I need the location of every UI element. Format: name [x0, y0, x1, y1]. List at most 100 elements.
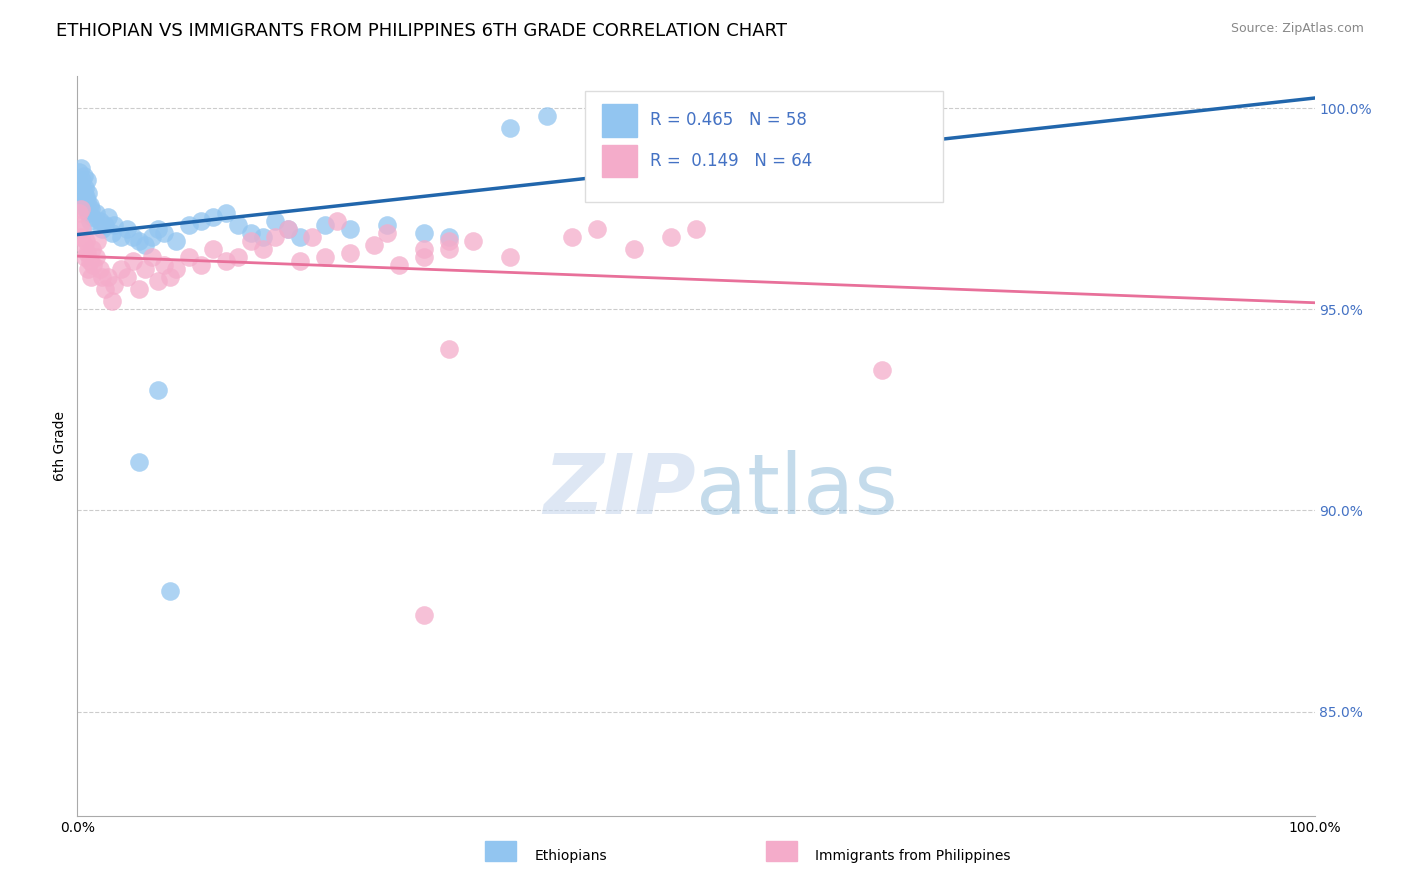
Point [437, 229, 460, 244]
Point [72, 237, 94, 252]
Point [82, 242, 104, 256]
Point [122, 229, 145, 244]
Point [84, 205, 107, 219]
FancyBboxPatch shape [585, 91, 943, 202]
Point [277, 221, 299, 235]
Point [412, 250, 434, 264]
Point [77, 205, 100, 219]
Point [72, 186, 94, 200]
Point [314, 218, 336, 232]
Point [202, 242, 225, 256]
Point [69, 178, 91, 192]
Point [659, 229, 682, 244]
Point [103, 278, 125, 293]
Point [363, 237, 385, 252]
Point [326, 213, 349, 227]
Point [128, 282, 150, 296]
Point [239, 234, 262, 248]
Point [69, 218, 91, 232]
Point [134, 237, 156, 252]
Point [91, 270, 114, 285]
Point [239, 226, 262, 240]
Point [76, 173, 98, 187]
Point [89, 262, 111, 277]
Point [134, 262, 156, 277]
Point [412, 242, 434, 256]
Point [93, 282, 115, 296]
Point [75, 189, 97, 203]
Point [215, 205, 238, 219]
Point [97, 270, 120, 285]
Point [388, 258, 411, 272]
Point [165, 234, 187, 248]
Point [536, 109, 558, 123]
Point [685, 221, 707, 235]
Point [128, 234, 150, 248]
Point [101, 294, 124, 309]
Point [288, 229, 311, 244]
Point [80, 270, 103, 285]
Point [72, 194, 94, 208]
Point [412, 226, 434, 240]
Point [252, 242, 274, 256]
Text: R = 0.465   N = 58: R = 0.465 N = 58 [650, 112, 807, 129]
Point [153, 226, 176, 240]
Point [80, 202, 103, 216]
Point [437, 234, 460, 248]
FancyBboxPatch shape [602, 145, 637, 178]
Point [375, 226, 398, 240]
Point [77, 262, 100, 277]
Point [226, 250, 249, 264]
Point [870, 362, 893, 376]
Point [226, 218, 249, 232]
Point [561, 229, 583, 244]
Point [177, 250, 200, 264]
Point [412, 607, 434, 622]
Point [70, 186, 93, 200]
Point [79, 213, 101, 227]
Point [101, 226, 124, 240]
Point [252, 229, 274, 244]
Point [190, 258, 212, 272]
Point [141, 250, 163, 264]
Text: Source: ZipAtlas.com: Source: ZipAtlas.com [1230, 22, 1364, 36]
Point [76, 194, 98, 208]
Point [72, 173, 94, 187]
Point [159, 583, 181, 598]
Point [115, 221, 138, 235]
Point [375, 218, 398, 232]
Point [264, 229, 287, 244]
Point [97, 210, 120, 224]
Text: Immigrants from Philippines: Immigrants from Philippines [815, 849, 1011, 863]
Point [177, 218, 200, 232]
Point [159, 270, 181, 285]
Point [586, 221, 609, 235]
Point [623, 242, 645, 256]
Point [77, 186, 100, 200]
Point [70, 161, 93, 176]
Text: atlas: atlas [696, 450, 897, 531]
Text: ETHIOPIAN VS IMMIGRANTS FROM PHILIPPINES 6TH GRADE CORRELATION CHART: ETHIOPIAN VS IMMIGRANTS FROM PHILIPPINES… [56, 22, 787, 40]
Point [82, 210, 104, 224]
Point [586, 101, 609, 115]
Point [463, 234, 485, 248]
Point [86, 234, 108, 248]
Point [103, 218, 125, 232]
Point [72, 169, 94, 184]
Point [72, 221, 94, 235]
Point [141, 229, 163, 244]
Point [73, 250, 96, 264]
Point [264, 213, 287, 227]
Point [76, 245, 98, 260]
Point [190, 213, 212, 227]
Point [79, 254, 101, 268]
Point [128, 455, 150, 469]
Point [339, 221, 361, 235]
Y-axis label: 6th Grade: 6th Grade [53, 411, 67, 481]
Point [115, 270, 138, 285]
Point [84, 250, 107, 264]
Point [70, 229, 93, 244]
Point [110, 229, 132, 244]
Point [165, 262, 187, 277]
Point [91, 221, 114, 235]
